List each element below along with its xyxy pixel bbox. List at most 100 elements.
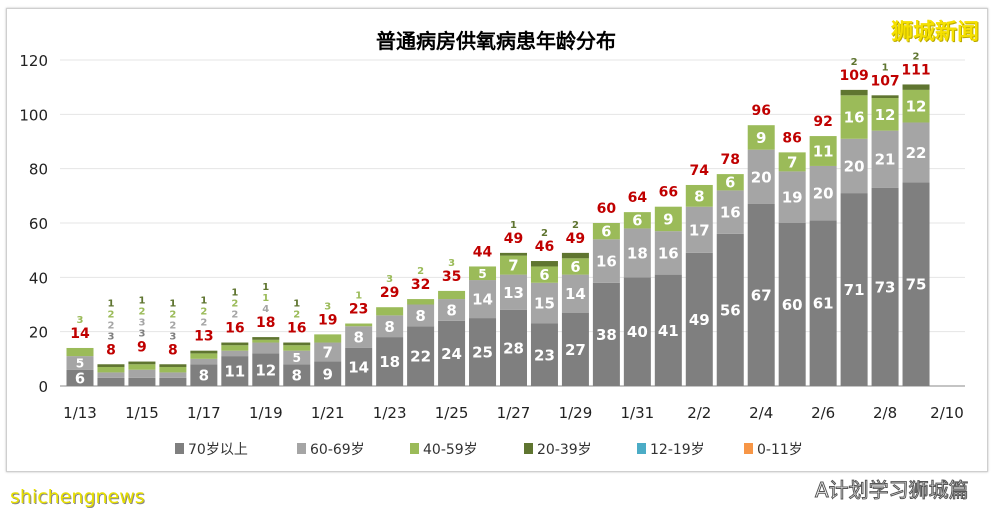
bar-segment-60-69岁 [747, 149, 775, 204]
bar-segment-70岁以上 [66, 369, 94, 386]
segment-value-label: 1 [262, 282, 269, 293]
segment-value-label: 21 [875, 151, 896, 169]
bar-segment-20-39岁 [128, 361, 156, 365]
x-tick-label: 1/27 [497, 404, 531, 422]
segment-value-label: 6 [632, 213, 642, 230]
y-tick-label: 80 [29, 161, 48, 179]
segment-value-label: 6 [725, 175, 735, 192]
bar-segment-40-59岁 [345, 323, 373, 327]
segment-value-label: 2 [138, 307, 145, 318]
bar-segment-20-39岁 [159, 364, 187, 367]
total-label: 66 [659, 185, 678, 201]
total-label: 64 [628, 190, 648, 206]
bar-segment-40-59岁 [407, 299, 435, 305]
bar-segment-40-59岁 [469, 266, 497, 281]
segment-value-label: 1 [882, 62, 889, 73]
bar-segment-70岁以上 [902, 182, 930, 386]
segment-value-label: 40 [627, 323, 648, 341]
bar-segment-40-59岁 [840, 95, 868, 139]
segment-value-label: 3 [324, 301, 331, 312]
x-tick-label: 2/2 [687, 404, 711, 422]
bar-segment-40-59岁 [66, 347, 94, 357]
segment-value-label: 20 [813, 185, 834, 203]
segment-value-label: 6 [75, 370, 85, 387]
bar-segment-60-69岁 [283, 350, 311, 365]
total-label: 9 [137, 340, 147, 356]
segment-value-label: 15 [534, 295, 555, 313]
segment-value-label: 61 [813, 295, 834, 313]
segment-value-label: 1 [169, 298, 176, 309]
segment-value-label: 2 [107, 309, 114, 320]
bar-segment-60-69岁 [561, 274, 589, 313]
legend-label: 0-11岁 [757, 442, 803, 458]
segment-value-label: 14 [348, 359, 369, 377]
segment-value-label: 1 [510, 220, 517, 231]
bar-segment-70岁以上 [159, 377, 187, 386]
legend-label: 20-39岁 [537, 442, 592, 458]
segment-value-label: 41 [658, 322, 679, 340]
bar-segment-20-39岁 [221, 342, 249, 346]
bar-segment-20-39岁 [902, 84, 930, 90]
bar-segment-20-39岁 [252, 337, 280, 340]
total-label: 78 [721, 152, 740, 168]
bar-segment-70岁以上 [128, 377, 156, 386]
segment-value-label: 9 [756, 129, 766, 147]
bar-segment-40-59岁 [654, 206, 682, 232]
segment-value-label: 8 [292, 367, 302, 385]
segment-value-label: 16 [720, 204, 741, 222]
bar-segment-20-39岁 [97, 364, 125, 367]
total-label: 44 [473, 244, 493, 260]
bar-segment-70岁以上 [592, 282, 620, 386]
bar-segment-70岁以上 [190, 364, 218, 386]
bar-segment-60-69岁 [407, 304, 435, 327]
bar-segment-60-69岁 [345, 326, 373, 348]
total-label: 49 [504, 231, 523, 247]
bar-segment-40-59岁 [809, 136, 837, 166]
bar-segment-70岁以上 [469, 318, 497, 386]
segment-value-label: 5 [478, 267, 487, 281]
y-tick-label: 60 [29, 215, 48, 233]
bar-segment-40-59岁 [221, 345, 249, 351]
bar-segment-20-39岁 [530, 261, 558, 267]
bar-segment-70岁以上 [871, 187, 899, 386]
total-label: 74 [690, 163, 710, 179]
segment-value-label: 1 [355, 291, 362, 302]
segment-value-label: 1 [200, 296, 207, 307]
bar-segment-40-59岁 [376, 307, 404, 316]
bar-segment-60-69岁 [500, 274, 527, 310]
segment-value-label: 8 [694, 187, 704, 205]
segment-value-label: 16 [844, 109, 865, 127]
segment-value-label: 16 [658, 244, 679, 262]
chart-title: 普通病房供氧病患年龄分布 [376, 29, 616, 53]
segment-value-label: 3 [448, 258, 455, 269]
segment-value-label: 19 [782, 189, 803, 207]
chart-frame [6, 8, 988, 472]
segment-value-label: 11 [813, 143, 834, 161]
segment-value-label: 3 [138, 329, 145, 340]
bar-segment-20-39岁 [500, 252, 527, 256]
total-label: 29 [380, 285, 399, 301]
bar-segment-40-59岁 [716, 174, 744, 191]
bar-segment-20-39岁 [561, 252, 589, 259]
segment-value-label: 2 [851, 57, 858, 68]
bar-segment-70岁以上 [97, 377, 125, 386]
bar-segment-70岁以上 [685, 252, 713, 386]
segment-value-label: 14 [565, 285, 586, 303]
bar-segment-40-59岁 [314, 334, 342, 343]
total-label: 8 [106, 342, 116, 358]
bar-segment-60-69岁 [469, 280, 497, 319]
bar-segment-40-59岁 [283, 345, 311, 351]
segment-value-label: 3 [386, 274, 393, 285]
bar-segment-40-59岁 [592, 223, 620, 240]
bar-segment-40-59岁 [500, 255, 527, 275]
segment-value-label: 22 [410, 348, 431, 366]
segment-value-label: 4 [262, 304, 269, 315]
segment-value-label: 1 [262, 293, 269, 304]
segment-value-label: 6 [539, 267, 549, 284]
total-label: 14 [70, 326, 90, 342]
total-label: 13 [194, 329, 213, 345]
bar-segment-20-39岁 [190, 350, 218, 354]
total-label: 18 [256, 315, 275, 331]
y-tick-label: 20 [29, 324, 48, 342]
